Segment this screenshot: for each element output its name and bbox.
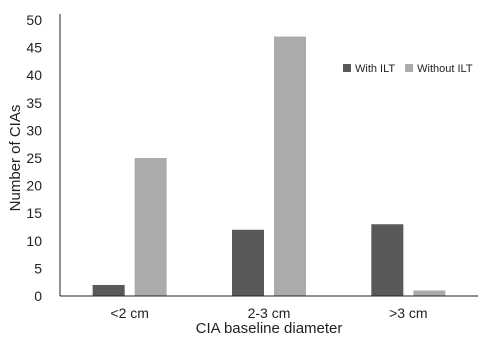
y-tick-label: 25 bbox=[26, 150, 42, 166]
bar-without-ilt bbox=[274, 36, 306, 297]
legend-swatch bbox=[343, 64, 351, 72]
legend-item-with-ilt: With ILT bbox=[343, 63, 395, 75]
bar-with-ilt bbox=[371, 224, 404, 296]
bar-with-ilt bbox=[92, 284, 125, 296]
x-axis-title: CIA baseline diameter bbox=[196, 320, 343, 337]
legend-item-without-ilt: Without ILT bbox=[405, 63, 473, 75]
legend-label: With ILT bbox=[355, 63, 395, 75]
bar-without-ilt bbox=[413, 290, 446, 296]
y-tick-label: 0 bbox=[34, 288, 42, 304]
legend-label: Without ILT bbox=[417, 63, 473, 75]
y-tick-label: 40 bbox=[26, 67, 42, 83]
x-tick-label: <2 cm bbox=[110, 305, 149, 321]
y-axis-title: Number of CIAs bbox=[7, 105, 24, 212]
y-tick-label: 20 bbox=[26, 178, 42, 194]
x-tick-label: >3 cm bbox=[389, 305, 428, 321]
y-axis-ticks: 0 5 10 15 20 25 30 35 40 45 50 bbox=[26, 12, 42, 304]
y-tick-label: 35 bbox=[26, 95, 42, 111]
y-tick-label: 45 bbox=[26, 40, 42, 56]
x-tick-label: 2-3 cm bbox=[248, 305, 291, 321]
y-tick-label: 50 bbox=[26, 12, 42, 28]
legend-swatch bbox=[405, 64, 414, 72]
bar-with-ilt bbox=[232, 229, 264, 296]
legend: With ILT Without ILT bbox=[343, 63, 473, 75]
y-tick-label: 10 bbox=[26, 233, 42, 249]
bar-without-ilt bbox=[134, 158, 167, 296]
bars bbox=[92, 36, 446, 297]
y-tick-label: 30 bbox=[26, 122, 42, 138]
y-tick-label: 5 bbox=[34, 260, 42, 276]
y-tick-label: 15 bbox=[26, 205, 42, 221]
x-axis-tick-labels: <2 cm 2-3 cm >3 cm bbox=[110, 305, 427, 321]
